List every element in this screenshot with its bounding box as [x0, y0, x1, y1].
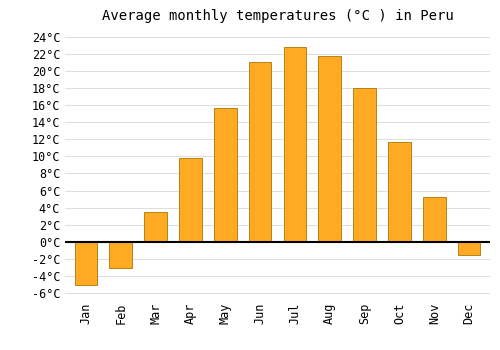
Bar: [458, 242, 480, 255]
Bar: [388, 142, 410, 242]
Bar: [214, 107, 236, 242]
Bar: [249, 62, 272, 242]
Title: Average monthly temperatures (°C ) in Peru: Average monthly temperatures (°C ) in Pe…: [102, 9, 454, 23]
Bar: [354, 88, 376, 242]
Bar: [318, 56, 341, 242]
Bar: [74, 242, 97, 285]
Bar: [110, 242, 132, 267]
Bar: [284, 47, 306, 242]
Bar: [423, 197, 446, 242]
Bar: [144, 212, 167, 242]
Bar: [179, 158, 202, 242]
